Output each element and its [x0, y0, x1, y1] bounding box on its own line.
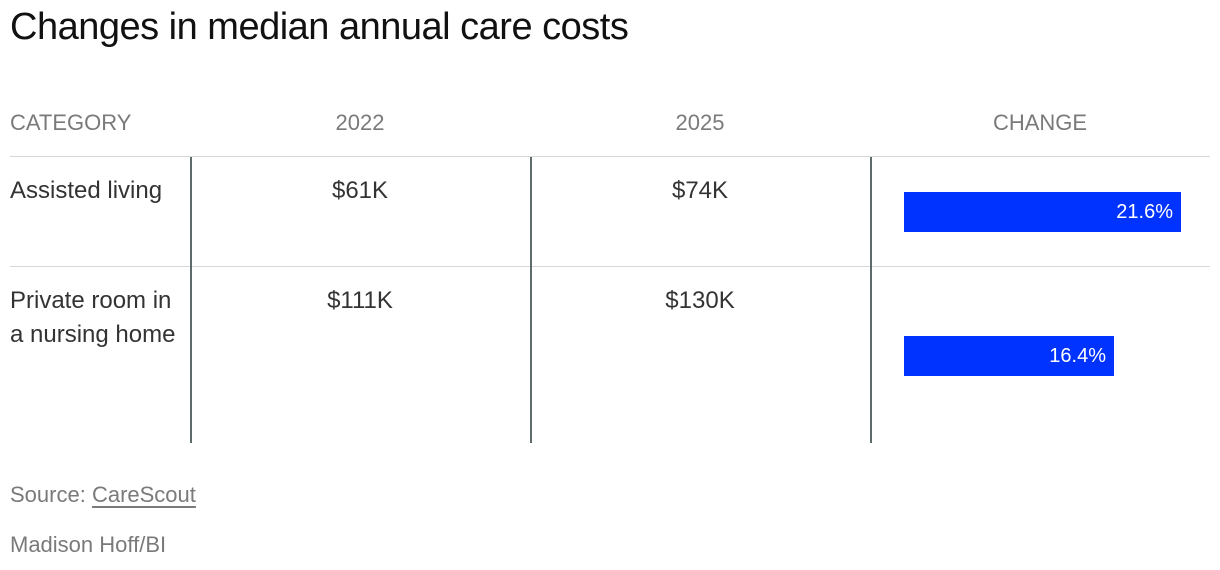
value-2022: $111K: [327, 287, 393, 314]
value-2025: $74K: [671, 177, 729, 204]
source-link[interactable]: CareScout: [91, 482, 196, 507]
header-2022: 2022: [335, 110, 385, 135]
column-divider-1: [190, 157, 192, 443]
source-prefix: Source:: [10, 482, 86, 507]
value-2022: $61K: [331, 177, 389, 204]
change-bar-label: 21.6%: [1116, 201, 1173, 223]
change-bar-label: 16.4%: [1049, 345, 1106, 367]
source-line: Source: CareScout: [10, 482, 196, 508]
change-bar: 16.4%: [904, 336, 1114, 376]
column-divider-3: [870, 157, 872, 443]
row-divider: [10, 266, 1210, 267]
chart-title: Changes in median annual care costs: [10, 6, 629, 48]
change-bar: 21.6%: [904, 192, 1181, 232]
row-category: Assisted living: [10, 177, 163, 204]
column-divider-2: [530, 157, 532, 443]
header-divider: [10, 156, 1210, 157]
header-change: CHANGE: [992, 110, 1088, 135]
row-category: Private room in a nursing home: [10, 287, 176, 348]
credit-line: Madison Hoff/BI: [10, 532, 167, 557]
header-2025: 2025: [675, 110, 725, 135]
value-2025: $130K: [665, 287, 735, 314]
header-category: CATEGORY: [10, 110, 132, 135]
